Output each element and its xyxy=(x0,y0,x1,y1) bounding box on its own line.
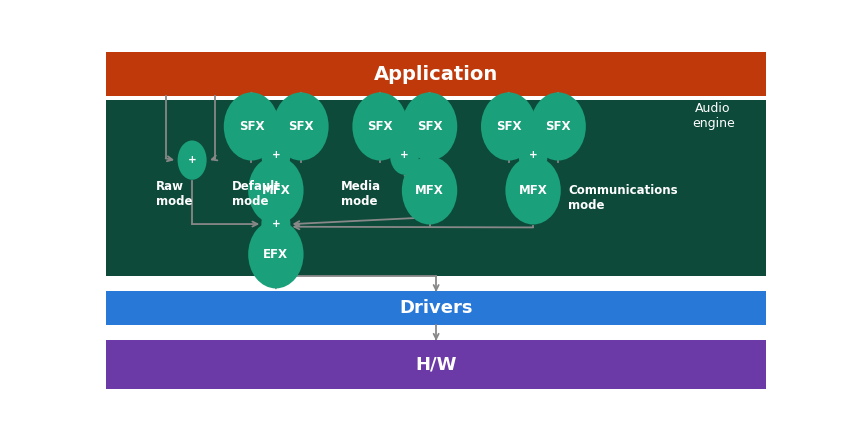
Ellipse shape xyxy=(248,156,304,225)
Text: +: + xyxy=(400,150,408,160)
Text: MFX: MFX xyxy=(519,184,547,197)
Ellipse shape xyxy=(530,92,585,160)
Text: EFX: EFX xyxy=(263,248,288,261)
Bar xyxy=(106,340,766,389)
Text: Drivers: Drivers xyxy=(399,299,473,317)
Bar xyxy=(106,52,766,96)
Text: +: + xyxy=(188,155,197,165)
Text: Communications
mode: Communications mode xyxy=(568,184,677,212)
Text: SFX: SFX xyxy=(239,120,264,133)
Text: MFX: MFX xyxy=(415,184,444,197)
Ellipse shape xyxy=(481,92,536,160)
Ellipse shape xyxy=(273,92,328,160)
Ellipse shape xyxy=(224,92,279,160)
Bar xyxy=(106,291,766,325)
Ellipse shape xyxy=(248,220,304,288)
Ellipse shape xyxy=(505,156,561,225)
Text: SFX: SFX xyxy=(545,120,571,133)
Ellipse shape xyxy=(390,135,419,175)
Text: MFX: MFX xyxy=(261,184,290,197)
Bar xyxy=(106,100,766,276)
Text: SFX: SFX xyxy=(496,120,522,133)
Text: SFX: SFX xyxy=(288,120,314,133)
Ellipse shape xyxy=(402,156,457,225)
Text: SFX: SFX xyxy=(417,120,443,133)
Ellipse shape xyxy=(261,205,290,244)
Ellipse shape xyxy=(518,135,547,175)
Text: Default
mode: Default mode xyxy=(231,180,281,208)
Text: SFX: SFX xyxy=(368,120,393,133)
Text: +: + xyxy=(528,150,538,160)
Ellipse shape xyxy=(352,92,408,160)
Ellipse shape xyxy=(178,140,207,180)
Ellipse shape xyxy=(261,135,290,175)
Text: Media
mode: Media mode xyxy=(340,180,380,208)
Text: H/W: H/W xyxy=(415,356,457,374)
Text: +: + xyxy=(271,150,280,160)
Text: Audio
engine: Audio engine xyxy=(692,102,734,130)
Text: Application: Application xyxy=(374,65,499,84)
Ellipse shape xyxy=(402,92,457,160)
Text: +: + xyxy=(271,219,280,229)
Text: Raw
mode: Raw mode xyxy=(156,180,192,208)
